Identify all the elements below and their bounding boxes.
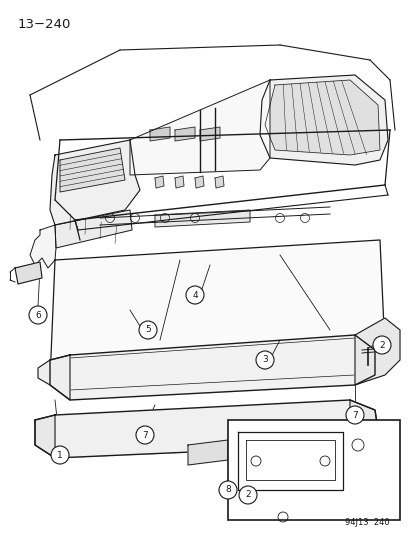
Polygon shape (130, 80, 269, 175)
Text: 2: 2 (378, 341, 384, 350)
Polygon shape (349, 400, 377, 445)
Text: 5: 5 (145, 326, 150, 335)
Text: 94J13  240: 94J13 240 (344, 518, 389, 527)
Text: 13−240: 13−240 (18, 18, 71, 31)
Circle shape (185, 286, 204, 304)
Polygon shape (60, 148, 125, 192)
Circle shape (345, 406, 363, 424)
Polygon shape (175, 176, 183, 188)
Circle shape (51, 446, 69, 464)
Circle shape (218, 481, 236, 499)
Polygon shape (188, 440, 228, 465)
Polygon shape (50, 140, 140, 225)
Polygon shape (55, 210, 132, 248)
Polygon shape (35, 415, 55, 458)
Polygon shape (38, 355, 70, 400)
Polygon shape (214, 176, 223, 188)
Circle shape (372, 336, 390, 354)
Circle shape (238, 486, 256, 504)
Circle shape (136, 426, 154, 444)
Polygon shape (154, 176, 164, 188)
Polygon shape (175, 127, 195, 141)
Text: 4: 4 (192, 290, 197, 300)
Text: 2: 2 (244, 490, 250, 499)
Polygon shape (354, 318, 399, 385)
Text: 1: 1 (57, 450, 63, 459)
Text: 7: 7 (142, 431, 147, 440)
Polygon shape (35, 400, 377, 458)
Text: 8: 8 (225, 486, 230, 495)
Polygon shape (154, 210, 249, 227)
Circle shape (255, 351, 273, 369)
Polygon shape (30, 225, 56, 268)
Polygon shape (50, 335, 374, 400)
Polygon shape (150, 127, 170, 141)
Polygon shape (199, 127, 219, 141)
Polygon shape (259, 75, 387, 165)
Text: 6: 6 (35, 311, 41, 319)
Circle shape (29, 306, 47, 324)
Circle shape (139, 321, 157, 339)
Polygon shape (195, 176, 204, 188)
Text: 3: 3 (261, 356, 267, 365)
Text: 7: 7 (351, 410, 357, 419)
Polygon shape (15, 262, 42, 284)
Bar (228, 420, 399, 520)
Polygon shape (264, 80, 379, 155)
Polygon shape (50, 240, 384, 380)
